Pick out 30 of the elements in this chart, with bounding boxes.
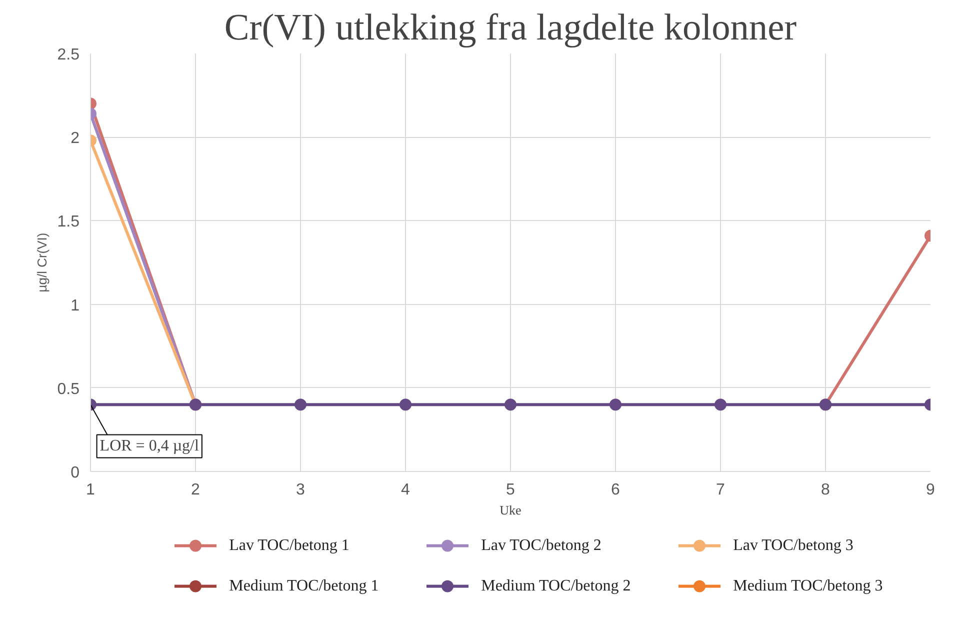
legend-label: Lav TOC/betong 3 bbox=[733, 537, 854, 554]
y-tick-label: 0 bbox=[70, 464, 80, 482]
point bbox=[714, 398, 726, 411]
legend-label: Medium TOC/betong 1 bbox=[229, 578, 379, 595]
point bbox=[610, 398, 622, 411]
y-tick-label: 2.5 bbox=[57, 46, 80, 64]
x-tick-label: 1 bbox=[86, 482, 96, 498]
annotation: LOR = 0,4 µg/l bbox=[100, 438, 200, 455]
x-tick-label: 8 bbox=[821, 482, 830, 498]
legend-label: Lav TOC/betong 1 bbox=[229, 537, 350, 554]
legend-label: Lav TOC/betong 2 bbox=[481, 537, 602, 554]
point bbox=[294, 398, 306, 411]
point bbox=[400, 398, 412, 411]
y-tick-label: 1.5 bbox=[57, 214, 80, 231]
y-tick-label: 2 bbox=[70, 130, 80, 148]
x-tick-label: 3 bbox=[296, 482, 306, 498]
legend-label: Medium TOC/betong 2 bbox=[481, 578, 631, 595]
x-tick-label: 9 bbox=[926, 482, 936, 498]
y-axis-title: µg/l Cr(VI) bbox=[34, 232, 50, 292]
x-tick-label: 6 bbox=[611, 482, 620, 498]
x-axis-title: Uke bbox=[500, 502, 522, 518]
x-tick-label: 5 bbox=[506, 482, 516, 498]
x-tick-label: 7 bbox=[716, 482, 726, 498]
x-tick-label: 4 bbox=[401, 482, 410, 498]
legend-label: Medium TOC/betong 3 bbox=[733, 578, 883, 595]
chart-title: Cr(VI) utlekking fra lagdelte kolonner bbox=[224, 8, 798, 48]
y-tick-label: 0.5 bbox=[57, 380, 80, 398]
y-tick-label: 1 bbox=[70, 297, 80, 314]
point bbox=[504, 398, 516, 411]
x-tick-label: 2 bbox=[191, 482, 200, 498]
